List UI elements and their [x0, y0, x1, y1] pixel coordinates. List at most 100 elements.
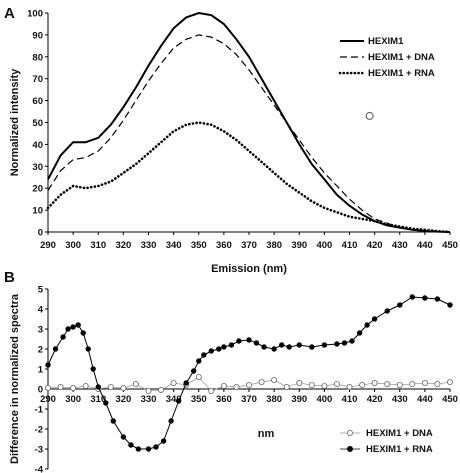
filled-circle-point — [410, 295, 415, 300]
y-tick-label: 2 — [38, 345, 43, 356]
filled-circle-point — [161, 439, 166, 444]
filled-circle-point — [272, 347, 277, 352]
y-tick-label: 0 — [38, 228, 43, 239]
filled-circle-point — [146, 447, 151, 452]
filled-circle-point — [357, 331, 362, 336]
y-tick-label: 100 — [27, 9, 43, 20]
x-tick-label: 410 — [342, 394, 358, 405]
filled-circle-point — [76, 323, 81, 328]
x-tick-label: 410 — [342, 240, 358, 251]
open-circle-point — [435, 381, 440, 386]
y-tick-label: 20 — [32, 184, 43, 195]
filled-circle-point — [169, 419, 174, 424]
filled-circle-point — [201, 353, 206, 358]
x-tick-label: 290 — [40, 394, 56, 405]
filled-circle-point — [385, 309, 390, 314]
panel-b: B -4 -3 -2 -1 0 1 2 3 4 5 290 300 310 320 330 340 350 360… — [4, 269, 458, 473]
x-tick-label: 380 — [266, 394, 282, 405]
filled-circle-point — [154, 445, 159, 450]
series-line-2 — [48, 123, 450, 233]
legend-label-hexim1: HEXIM1 — [368, 36, 404, 47]
open-circle-point — [272, 377, 277, 382]
x-tick-label: 420 — [367, 394, 383, 405]
filled-circle-point — [96, 385, 101, 390]
open-circle-point — [159, 387, 164, 392]
open-circle-point — [347, 384, 352, 389]
filled-circle-point — [46, 363, 51, 368]
filled-circle-point — [196, 359, 201, 364]
filled-circle-point — [136, 447, 141, 452]
filled-circle-point — [121, 435, 126, 440]
x-tick-label: 430 — [392, 394, 408, 405]
filled-circle-point — [222, 345, 227, 350]
panel-a-y-axis-label: Normalized intensity — [9, 68, 21, 176]
x-tick-label: 400 — [316, 240, 332, 251]
filled-circle-point — [209, 349, 214, 354]
series-line-1 — [48, 297, 450, 449]
panel-a: A 0 10 20 30 40 50 60 70 80 90 100 290 300 310 320 330 3… — [4, 5, 458, 275]
panel-b-legend: HEXIM1 + DNA HEXIM1 + RNA — [340, 428, 433, 455]
open-circle-point — [133, 381, 138, 386]
open-circle-point — [410, 381, 415, 386]
open-circle-point — [146, 388, 151, 393]
y-tick-label: 30 — [32, 162, 43, 173]
filled-circle-point — [237, 339, 242, 344]
filled-circle-point — [365, 323, 370, 328]
open-circle-point — [171, 380, 176, 385]
open-circle-point — [209, 388, 214, 393]
filled-circle-point — [435, 297, 440, 302]
filled-circle-point — [184, 381, 189, 386]
filled-circle-point — [86, 347, 91, 352]
open-circle-point — [246, 382, 251, 387]
open-circle-point — [83, 383, 88, 388]
y-tick-label: 70 — [32, 74, 43, 85]
open-circle-point — [234, 384, 239, 389]
filled-circle-point — [71, 325, 76, 330]
legend-label-hexim1-dna: HEXIM1 + DNA — [368, 52, 435, 63]
panel-b-y-axis-label: Difference in normalized spectra — [9, 293, 21, 464]
x-tick-label: 370 — [241, 394, 257, 405]
filled-circle-point — [53, 347, 58, 352]
filled-circle-point — [247, 338, 252, 343]
y-tick-label: -3 — [35, 445, 43, 456]
y-tick-label: 1 — [38, 365, 44, 376]
x-tick-label: 450 — [442, 240, 458, 251]
filled-circle-point — [254, 341, 259, 346]
open-circle-point — [221, 383, 226, 388]
series-line-1 — [48, 35, 450, 232]
x-tick-label: 320 — [115, 394, 131, 405]
filled-circle-point — [61, 335, 66, 340]
filled-circle-point — [279, 343, 284, 348]
x-tick-label: 360 — [216, 240, 232, 251]
open-circle-point — [372, 380, 377, 385]
y-tick-label: 60 — [32, 96, 43, 107]
filled-circle-point — [81, 331, 86, 336]
open-circle-point — [45, 385, 50, 390]
x-tick-label: 440 — [417, 240, 433, 251]
x-tick-label: 370 — [241, 240, 257, 251]
y-tick-label: -1 — [35, 405, 44, 416]
filled-circle-point — [66, 327, 71, 332]
x-tick-label: 430 — [392, 240, 408, 251]
open-circle-point — [259, 379, 264, 384]
open-circle-marker — [366, 112, 373, 119]
legend-label-hexim1-dna: HEXIM1 + DNA — [366, 428, 433, 439]
filled-circle-point — [322, 343, 327, 348]
x-tick-label: 390 — [291, 240, 307, 251]
panel-b-label: B — [4, 269, 15, 286]
open-circle-point — [422, 380, 427, 385]
x-tick-label: 300 — [65, 240, 81, 251]
filled-circle-point — [309, 345, 314, 350]
open-circle-point — [71, 385, 76, 390]
y-tick-label: -4 — [35, 465, 44, 473]
filled-circle-point — [191, 369, 196, 374]
y-tick-label: 5 — [38, 285, 44, 296]
x-tick-label: 310 — [90, 240, 106, 251]
x-tick-label: 300 — [65, 394, 81, 405]
x-tick-label: 350 — [191, 240, 207, 251]
filled-circle-point — [372, 317, 377, 322]
x-tick-label: 330 — [141, 240, 157, 251]
legend-label-hexim1-rna: HEXIM1 + RNA — [368, 68, 435, 79]
filled-circle-point — [129, 443, 134, 448]
